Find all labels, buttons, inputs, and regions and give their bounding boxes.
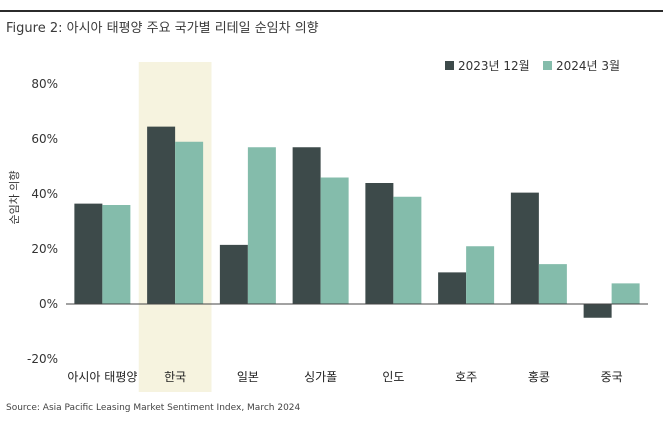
bar-series2 (247, 147, 276, 304)
bar-series2 (320, 177, 349, 304)
category-label: 홍콩 (528, 370, 550, 384)
bar-series1 (74, 203, 103, 304)
category-label: 인도 (382, 370, 404, 384)
source-note: Source: Asia Pacific Leasing Market Sent… (6, 403, 301, 413)
y-tick-label: 0% (39, 297, 58, 311)
bar-series1 (292, 147, 321, 304)
y-tick-label: -20% (27, 352, 58, 366)
bar-series1 (365, 183, 394, 304)
y-axis-label: 순임차 의향 (8, 170, 21, 224)
legend-swatch (543, 61, 552, 70)
category-label: 아시아 태평양 (67, 370, 137, 384)
top-rule (0, 10, 663, 12)
bar-series1 (147, 126, 176, 304)
category-label: 한국 (164, 370, 186, 384)
y-tick-label: 80% (31, 77, 58, 91)
legend-label: 2024년 3월 (556, 59, 620, 73)
y-tick-label: 40% (31, 187, 58, 201)
bar-series1 (219, 244, 248, 304)
bar-series1 (438, 272, 467, 304)
category-label: 일본 (237, 370, 259, 384)
category-label: 호주 (455, 370, 477, 384)
bar-series2 (538, 264, 567, 304)
bar-series1 (583, 304, 612, 318)
bar-series2 (393, 196, 422, 304)
y-tick-label: 20% (31, 242, 58, 256)
category-label: 싱가폴 (304, 370, 337, 384)
legend-label: 2023년 12월 (458, 59, 530, 73)
bar-series2 (175, 141, 204, 304)
category-label: 중국 (601, 370, 623, 384)
bar-series2 (102, 205, 131, 304)
bar-series2 (466, 246, 495, 304)
figure-title: Figure 2: 아시아 태평양 주요 국가별 리테일 순임차 의향 (6, 21, 319, 36)
bar-series2 (611, 283, 640, 304)
bar-series1 (510, 192, 539, 304)
legend-swatch (445, 61, 454, 70)
y-tick-label: 60% (31, 132, 58, 146)
